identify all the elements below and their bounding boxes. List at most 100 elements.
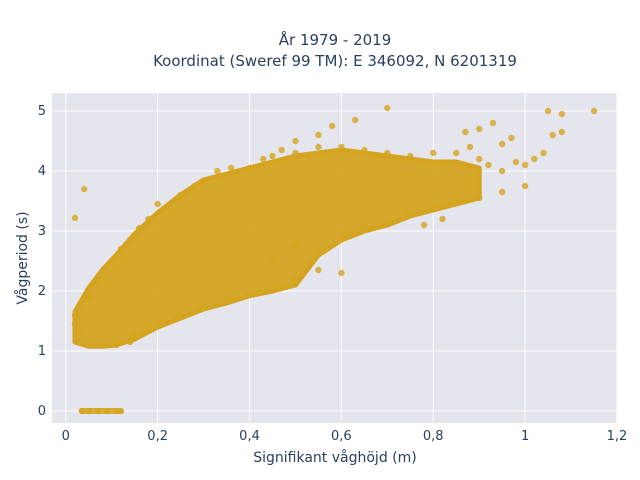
scatter-point — [85, 407, 92, 415]
scatter-point — [191, 182, 198, 190]
scatter-point — [475, 125, 483, 133]
scatter-point — [269, 284, 276, 292]
scatter-point — [78, 407, 86, 415]
y-tick-label: 5 — [38, 104, 46, 119]
scatter-point — [136, 224, 143, 232]
scatter-point — [540, 149, 547, 157]
scatter-point — [475, 194, 483, 202]
scatter-point — [590, 107, 598, 115]
scatter-point — [85, 341, 92, 349]
y-tick-label: 3 — [38, 224, 46, 239]
scatter-point — [338, 143, 345, 151]
x-tick-label: 0,2 — [147, 429, 168, 444]
scatter-point — [223, 296, 230, 304]
data-points — [71, 104, 598, 415]
scatter-point — [466, 143, 474, 151]
scatter-point — [384, 104, 391, 112]
chart-title-line1: År 1979 - 2019 — [279, 30, 392, 49]
scatter-point — [113, 341, 120, 349]
scatter-point — [315, 266, 322, 274]
scatter-point — [177, 191, 184, 199]
scatter-point — [117, 245, 125, 253]
scatter-point — [113, 407, 120, 415]
scatter-point — [85, 293, 92, 301]
scatter-point — [512, 158, 520, 166]
y-tick-label: 2 — [38, 284, 46, 299]
y-tick-label: 4 — [38, 164, 46, 179]
scatter-point — [74, 314, 81, 322]
scatter-point — [544, 107, 552, 115]
scatter-point — [315, 245, 322, 253]
scatter-point — [508, 134, 515, 142]
scatter-point — [292, 137, 299, 145]
y-tick-label: 0 — [38, 404, 46, 419]
x-tick-label: 1 — [521, 429, 529, 444]
scatter-point — [453, 197, 460, 205]
scatter-point — [99, 341, 106, 349]
scatter-point — [154, 320, 161, 328]
scatter-point — [430, 203, 437, 211]
scatter-point — [351, 116, 359, 124]
scatter-point — [361, 224, 368, 232]
scatter-point — [94, 281, 102, 289]
scatter-point — [489, 119, 497, 127]
scatter-point — [485, 161, 492, 169]
scatter-point — [329, 122, 336, 130]
scatter-point — [126, 236, 134, 244]
scatter-point — [292, 149, 299, 157]
scatter-point — [498, 167, 506, 175]
scatter-point — [558, 128, 566, 136]
scatter-point — [407, 152, 414, 160]
chart-title-line2: Koordinat (Sweref 99 TM): E 346092, N 62… — [153, 52, 517, 70]
scatter-point — [117, 407, 125, 415]
scatter-point — [453, 149, 460, 157]
scatter-point — [269, 152, 276, 160]
x-axis-ticks: 0 0,2 0,4 0,6 0,8 1 1,2 — [62, 429, 628, 444]
scatter-point — [521, 161, 529, 169]
scatter-point — [292, 275, 299, 283]
scatter-point — [94, 407, 102, 415]
scatter-point — [163, 203, 171, 211]
scatter-point — [292, 242, 299, 250]
x-tick-label: 0,6 — [331, 429, 352, 444]
scatter-point — [420, 221, 428, 229]
scatter-point — [498, 140, 506, 148]
x-tick-label: 0 — [62, 429, 70, 444]
scatter-point — [531, 155, 538, 163]
scatter-point — [384, 218, 391, 226]
scatter-point — [99, 269, 106, 277]
y-tick-label: 1 — [38, 344, 46, 359]
scatter-point — [462, 128, 469, 136]
scatter-point — [338, 233, 345, 241]
scatter-point — [260, 155, 267, 163]
scatter-point — [384, 149, 391, 157]
scatter-point — [76, 329, 83, 337]
scatter-point — [246, 290, 253, 298]
scatter-point — [439, 215, 446, 223]
y-axis-ticks: 0 1 2 3 4 5 — [38, 104, 46, 419]
y-axis-label: Vågperiod (s) — [14, 211, 31, 304]
scatter-point — [558, 110, 566, 118]
scatter-point — [214, 167, 221, 175]
scatter-point — [71, 320, 79, 328]
scatter-point — [103, 407, 111, 415]
scatter-point — [80, 185, 88, 193]
scatter-point — [407, 209, 414, 217]
scatter-point — [498, 188, 506, 196]
x-tick-label: 0,4 — [239, 429, 260, 444]
scatter-point — [315, 131, 322, 139]
scatter-point — [227, 164, 235, 172]
scatter-point — [108, 257, 115, 265]
scatter-point — [361, 146, 368, 154]
scatter-point — [549, 131, 556, 139]
scatter-point — [126, 338, 134, 346]
scatter-point — [475, 155, 483, 163]
scatter-point — [131, 332, 138, 340]
scatter-point — [246, 164, 253, 172]
x-tick-label: 0,8 — [423, 429, 444, 444]
scatter-point — [278, 146, 285, 154]
scatter-point — [338, 269, 345, 277]
scatter-point — [315, 143, 322, 151]
scatter-point — [154, 200, 161, 208]
